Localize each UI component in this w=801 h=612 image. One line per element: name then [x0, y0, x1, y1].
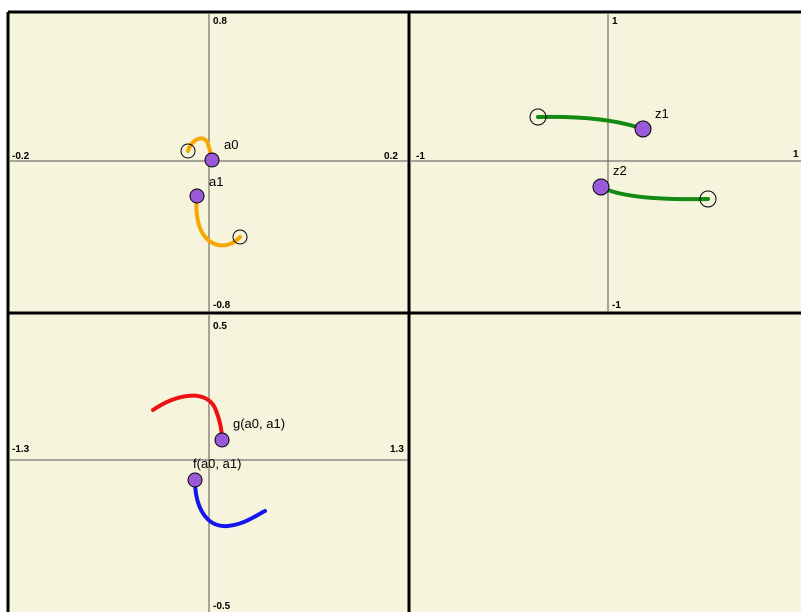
point[interactable] [592, 178, 610, 196]
axis-label: 1.3 [390, 444, 404, 455]
panel-1: 0.8 -0.8 -0.2 0.2 a0 a1 [10, 14, 408, 312]
axis-label: 1 [793, 149, 799, 160]
axis-label: 0.5 [213, 321, 227, 332]
start-marker [180, 143, 196, 159]
trace [536, 114, 645, 131]
panel-2: 1 -1 -1 1 z1 z2 [411, 14, 801, 312]
point[interactable] [214, 432, 230, 448]
point-label: g(a0, a1) [233, 416, 285, 431]
point-label: a0 [224, 137, 238, 152]
point[interactable] [189, 188, 205, 204]
point-label: f(a0, a1) [193, 456, 241, 471]
axis-label: -0.2 [12, 151, 30, 162]
axis-label: 1 [612, 16, 618, 27]
axis-label: -1 [416, 151, 425, 162]
point-label: z1 [655, 106, 669, 121]
axes [411, 14, 801, 312]
panel-borders [6, 10, 801, 612]
axis-label: 0.8 [213, 16, 227, 27]
point[interactable] [634, 120, 652, 138]
trace [151, 393, 224, 442]
point-label: z2 [613, 163, 627, 178]
axis-label: -1.3 [12, 444, 30, 455]
panel-3: 0.5 -0.5 -1.3 1.3 g(a0, a1) f(a0, a1) [10, 315, 408, 612]
trace [193, 478, 267, 529]
axis-label: 0.2 [384, 151, 398, 162]
axis-label: -0.8 [213, 300, 231, 311]
point-label: a1 [209, 174, 223, 189]
axis-label: -1 [612, 300, 621, 311]
start-marker [529, 108, 547, 126]
axes [10, 315, 408, 612]
point[interactable] [204, 152, 220, 168]
axis-label: -0.5 [213, 601, 231, 612]
start-marker [699, 190, 717, 208]
point[interactable] [187, 472, 203, 488]
start-marker [232, 229, 248, 245]
